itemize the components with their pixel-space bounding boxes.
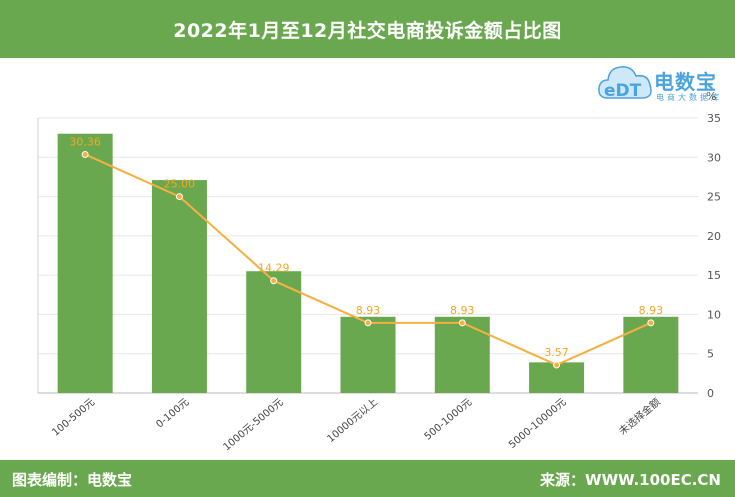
x-tick-label: 未选择金额	[616, 395, 663, 437]
bar	[434, 316, 490, 393]
y-axis-unit: %	[706, 90, 717, 103]
x-tick-label: 5000-10000元	[507, 397, 568, 451]
x-tick-label: 500-1000元	[423, 397, 475, 443]
y-tick-label: 30	[707, 151, 721, 164]
value-label: 8.93	[356, 304, 381, 317]
line-point	[647, 319, 655, 327]
value-labels: 30.36 25.00 14.29 8.93 8.93 3.57 8.93	[69, 135, 663, 358]
x-tick-label: 100-500元	[50, 397, 97, 439]
value-label: 8.93	[639, 304, 664, 317]
chart-title: 2022年1月至12月社交电商投诉金额占比图	[173, 19, 562, 42]
y-tick-label: 20	[707, 230, 721, 243]
bar	[151, 180, 207, 393]
x-tick-label: 10000元以上	[325, 396, 380, 445]
x-tick-label: 1000元-5000元	[221, 397, 285, 453]
y-tick-labels: 0 5 10 15 20 25 30 35	[707, 112, 721, 400]
logo-slogan: 电商大数据库	[656, 93, 722, 102]
y-tick-label: 35	[707, 112, 721, 125]
line-point	[270, 277, 278, 285]
y-tick-label: 0	[707, 387, 714, 400]
line-point	[175, 193, 183, 201]
chart-footer: 图表编制：电数宝 来源：WWW.100EC.CN	[0, 460, 735, 497]
cloud-logo-icon: eDT	[598, 66, 652, 101]
x-tick-labels: 100-500元 0-100元 1000元-5000元 10000元以上 500-100…	[50, 395, 662, 453]
logo: eDT 电数宝 电商大数据库	[596, 58, 726, 106]
footer-credit: 图表编制：电数宝	[12, 471, 133, 489]
chart-header: 2022年1月至12月社交电商投诉金额占比图	[0, 0, 735, 58]
line-point	[81, 150, 89, 158]
y-tick-label: 5	[707, 348, 714, 361]
bar	[623, 316, 679, 393]
value-label: 14.29	[258, 262, 290, 275]
y-tick-label: 25	[707, 191, 721, 204]
bar	[246, 271, 302, 393]
line-point	[364, 319, 372, 327]
line-point	[553, 361, 561, 369]
x-tick-label: 0-100元	[154, 397, 191, 431]
value-label: 3.57	[544, 346, 569, 359]
logo-mark: eDT	[604, 81, 642, 101]
value-label: 8.93	[450, 304, 475, 317]
bars	[57, 133, 679, 393]
line-point	[458, 319, 466, 327]
trend-line	[81, 150, 655, 369]
y-tick-label: 15	[707, 269, 721, 282]
logo-brand: 电数宝	[654, 70, 717, 94]
bar	[340, 316, 396, 393]
footer-source: 来源：WWW.100EC.CN	[540, 471, 721, 489]
bar	[57, 133, 113, 393]
y-tick-label: 10	[707, 308, 721, 321]
value-label: 25.00	[164, 178, 196, 191]
value-label: 30.36	[69, 135, 101, 148]
